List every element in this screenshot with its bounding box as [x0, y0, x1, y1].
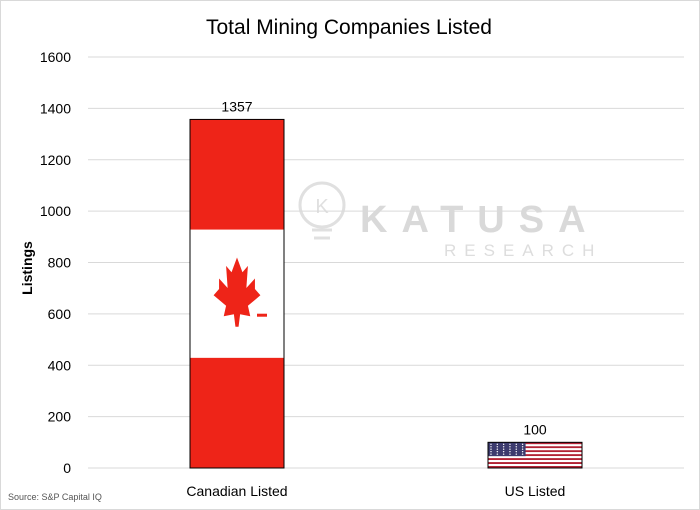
watermark-sub-text: RESEARCH — [444, 241, 602, 260]
x-tick-label: US Listed — [505, 483, 566, 499]
bar-canadian-listed — [189, 118, 285, 469]
bar-us-listed — [487, 441, 583, 469]
x-tick-label: Canadian Listed — [186, 483, 287, 499]
data-label: 1357 — [221, 98, 252, 114]
svg-text:K: K — [315, 196, 329, 218]
y-axis-label: Listings — [19, 241, 35, 295]
y-tick-label: 1400 — [40, 100, 71, 116]
data-label: 100 — [523, 421, 547, 437]
y-tick-label: 0 — [63, 460, 71, 476]
maple-leaf-icon — [213, 257, 261, 327]
y-tick-label: 200 — [48, 409, 72, 425]
chart-title: Total Mining Companies Listed — [206, 16, 492, 39]
y-tick-label: 400 — [48, 357, 72, 373]
y-tick-label: 1600 — [40, 49, 71, 65]
watermark-main-text: KATUSA — [360, 199, 600, 241]
watermark-bulb-icon — [298, 181, 346, 229]
source-note: Source: S&P Capital IQ — [8, 492, 102, 502]
us-flag-canton — [488, 442, 526, 457]
katusa-watermark: K KATUSA RESEARCH — [298, 181, 602, 260]
y-tick-label: 800 — [48, 255, 72, 271]
y-tick-label: 1000 — [40, 203, 71, 219]
y-tick-label: 600 — [48, 306, 72, 322]
y-tick-label: 1200 — [40, 152, 71, 168]
